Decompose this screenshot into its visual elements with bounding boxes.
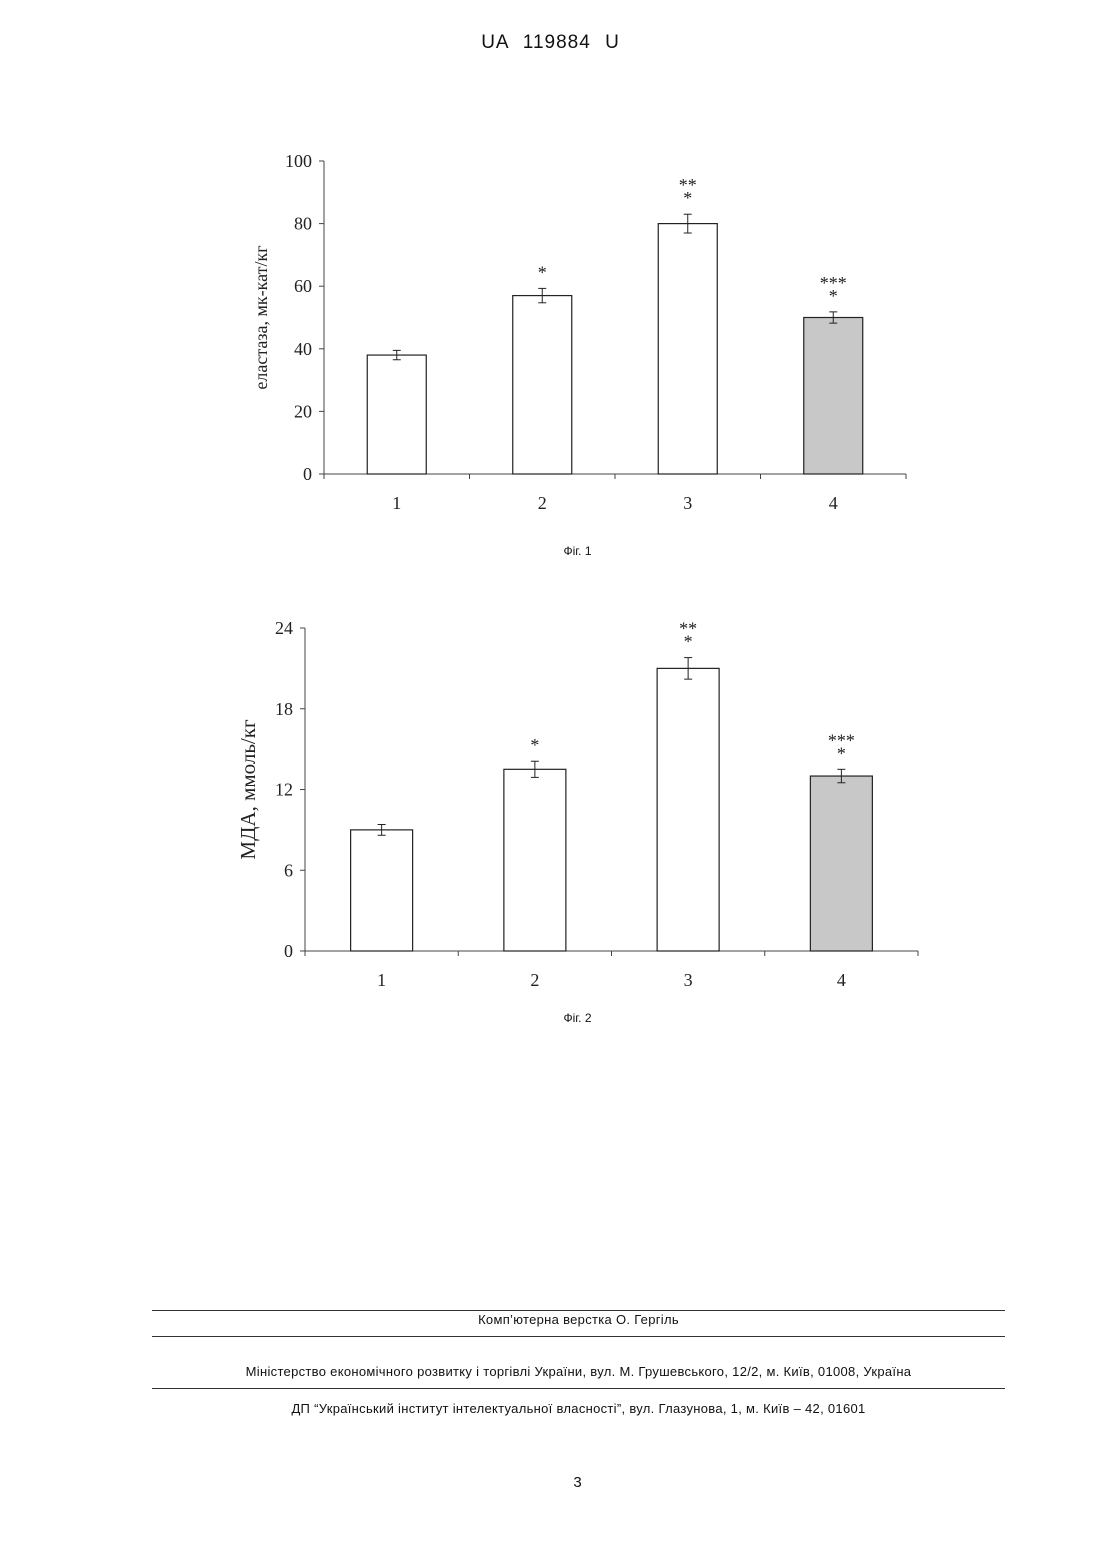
- x-tick-label-3: 3: [683, 493, 692, 513]
- x-tick-label-2: 2: [538, 493, 547, 513]
- significance-marker-2: *: [530, 735, 539, 755]
- x-tick-label-4: 4: [829, 493, 838, 513]
- significance-marker-3: *: [684, 632, 693, 652]
- y-tick-label: 24: [275, 618, 293, 638]
- chart-mda: 061218241*2***3****4МДА, ммоль/кг: [0, 610, 1101, 1000]
- y-axis-title: МДА, ммоль/кг: [236, 719, 260, 860]
- figure-1-caption: Фіг. 1: [0, 544, 1101, 558]
- footer-ministry: Міністерство економічного розвитку і тор…: [152, 1364, 1005, 1379]
- chart-elastase: 0204060801001*2***3****4еластаза, мк-кат…: [0, 140, 1101, 520]
- bar-3: [658, 224, 717, 474]
- x-tick-label-2: 2: [530, 970, 539, 990]
- significance-marker-3: *: [683, 188, 692, 208]
- bar-1: [367, 355, 426, 474]
- y-tick-label: 0: [303, 464, 312, 484]
- footer-rule-top: [152, 1310, 1005, 1311]
- x-tick-label-3: 3: [684, 970, 693, 990]
- y-tick-label: 60: [294, 276, 312, 296]
- patent-number: UA 119884 U: [0, 32, 1101, 54]
- y-tick-label: 18: [275, 699, 293, 719]
- bar-3: [657, 668, 719, 951]
- bar-2: [504, 769, 566, 951]
- y-tick-label: 12: [275, 780, 293, 800]
- bar-4: [810, 776, 872, 951]
- y-tick-label: 6: [284, 860, 293, 880]
- footer-rule-bottom: [152, 1388, 1005, 1389]
- y-tick-label: 100: [285, 151, 312, 171]
- x-tick-label-1: 1: [377, 970, 386, 990]
- y-tick-label: 20: [294, 401, 312, 421]
- significance-marker-4: *: [829, 286, 838, 306]
- footer-institute: ДП “Український інститут інтелектуальної…: [152, 1401, 1005, 1416]
- footer-layout-credit: Комп’ютерна верстка О. Гергіль: [152, 1312, 1005, 1327]
- y-tick-label: 40: [294, 339, 312, 359]
- figure-2-caption: Фіг. 2: [0, 1011, 1101, 1025]
- significance-marker-2: *: [538, 262, 547, 282]
- bar-2: [513, 296, 572, 474]
- significance-marker-4: *: [837, 743, 846, 763]
- y-tick-label: 0: [284, 941, 293, 961]
- y-tick-label: 80: [294, 214, 312, 234]
- page-number: 3: [0, 1474, 1101, 1491]
- x-tick-label-4: 4: [837, 970, 846, 990]
- bar-4: [804, 318, 863, 475]
- y-axis-title: еластаза, мк-кат/кг: [251, 245, 271, 389]
- x-tick-label-1: 1: [392, 493, 401, 513]
- footer-rule-middle: [152, 1336, 1005, 1337]
- bar-1: [351, 830, 413, 951]
